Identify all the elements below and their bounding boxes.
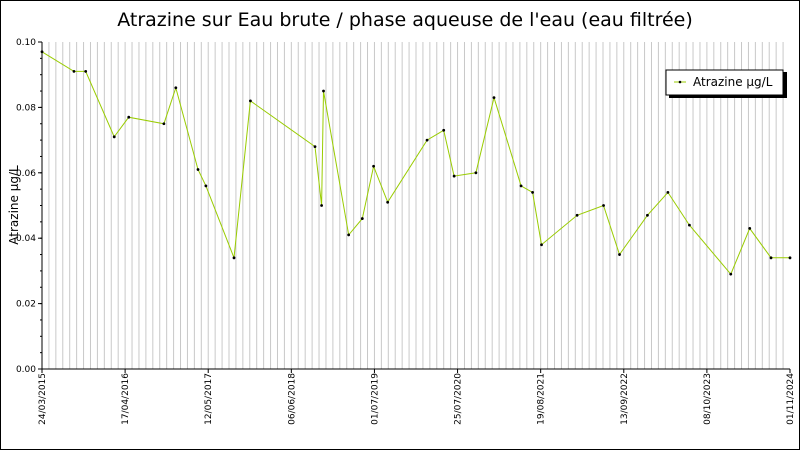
x-tick-label: 01/11/2024 [786, 373, 796, 425]
data-point [748, 226, 752, 230]
x-axis-ticks: 24/03/2015 17/04/2016 12/05/2017 06/06/2018… [38, 369, 796, 425]
data-point [540, 243, 543, 247]
x-tick-label: 17/04/2016 [121, 373, 131, 425]
data-point [646, 213, 649, 217]
data-point [729, 272, 733, 276]
x-tick-label: 19/08/2021 [537, 373, 547, 425]
y-axis-title: Atrazine µg/L [7, 165, 21, 245]
chart-title: Atrazine sur Eau brute / phase aqueuse d… [117, 9, 693, 31]
data-point [249, 99, 252, 103]
data-point [618, 253, 621, 256]
data-point [666, 191, 670, 194]
data-point [72, 70, 76, 73]
legend-marker [678, 80, 682, 84]
data-point [769, 256, 773, 260]
data-point [347, 233, 351, 237]
y-axis-ticks: 0.00 0.02 0.04 0.06 0.08 0.10 [16, 38, 42, 375]
data-point [127, 115, 131, 119]
data-point [602, 204, 605, 207]
data-point [204, 184, 208, 188]
x-tick-label: 25/07/2020 [454, 373, 464, 425]
data-point [452, 174, 456, 178]
data-point [372, 164, 375, 168]
data-point [425, 138, 429, 142]
data-point [313, 145, 317, 149]
data-point [531, 191, 534, 194]
x-tick-label: 08/10/2023 [703, 373, 713, 425]
y-tick-label: 0.06 [16, 169, 36, 179]
data-point [474, 171, 478, 175]
data-point [360, 217, 364, 220]
data-point [492, 96, 496, 99]
x-tick-label: 12/05/2017 [204, 373, 214, 425]
data-point [788, 256, 792, 260]
series-group [40, 50, 792, 276]
x-tick-label: 13/09/2022 [620, 373, 630, 425]
data-point [322, 89, 325, 93]
data-point [112, 135, 116, 139]
data-point [174, 86, 178, 90]
data-point [196, 168, 200, 171]
data-point [688, 223, 691, 227]
legend-label: Atrazine µg/L [693, 75, 773, 89]
data-point [40, 50, 44, 54]
x-tick-label: 01/07/2019 [370, 373, 380, 425]
legend: Atrazine µg/L [665, 69, 787, 98]
grid-lines [48, 42, 784, 369]
x-tick-label: 06/06/2018 [287, 373, 297, 425]
data-point [575, 213, 579, 217]
y-tick-label: 0.10 [16, 38, 36, 48]
y-tick-label: 0.02 [16, 300, 36, 310]
data-point [84, 70, 88, 73]
data-point [320, 204, 323, 207]
data-point [386, 200, 390, 204]
y-tick-label: 0.00 [16, 365, 36, 375]
series-line [41, 51, 790, 276]
data-point [519, 184, 523, 188]
data-point [162, 122, 166, 126]
y-tick-label: 0.04 [16, 234, 36, 244]
y-tick-label: 0.08 [16, 103, 36, 113]
data-point [232, 256, 236, 260]
x-tick-label: 24/03/2015 [38, 373, 48, 425]
data-point [442, 128, 446, 132]
